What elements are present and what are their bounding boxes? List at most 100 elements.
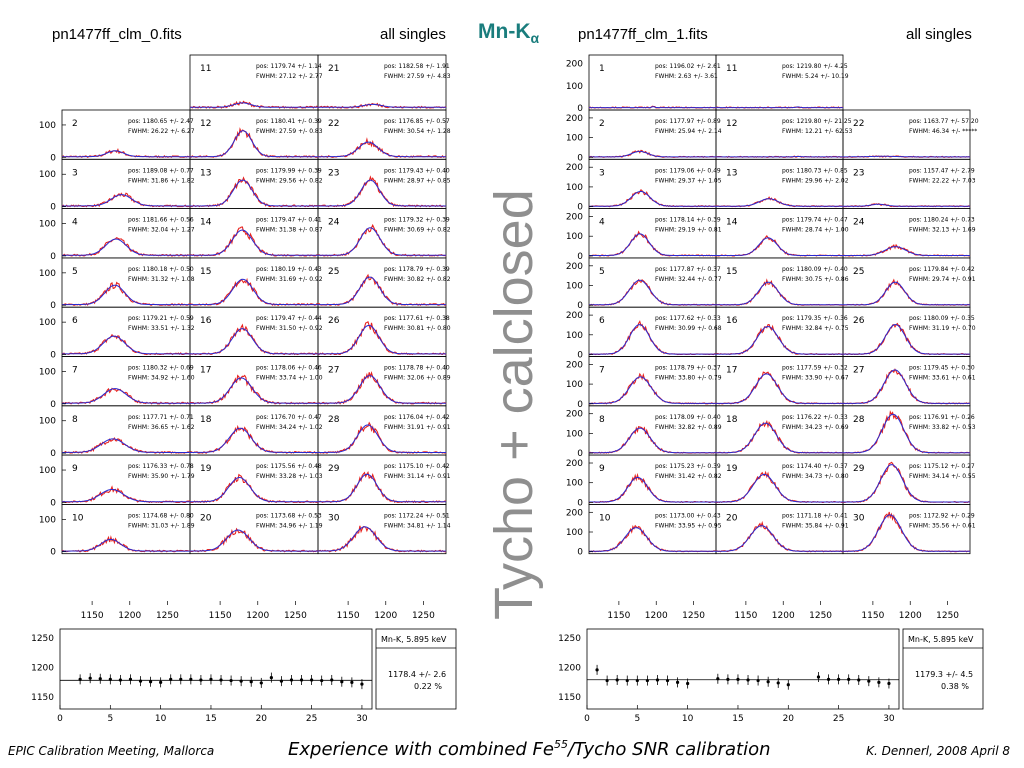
chart1-panel-20-pos: pos: 1173.68 +/- 0.53 xyxy=(256,512,322,519)
chart1-panel-10-pos: pos: 1174.68 +/- 0.80 xyxy=(128,512,194,519)
chart1-subtitle: all singles xyxy=(380,26,446,43)
chart2-panel-29-pos: pos: 1175.12 +/- 0.27 xyxy=(909,463,975,470)
chart1-panel-30-id: 30 xyxy=(328,513,340,523)
chart2-ytick-label: 0 xyxy=(577,449,583,459)
chart1-panel-27-id: 27 xyxy=(328,366,339,376)
chart1-panel-19-fit xyxy=(190,477,318,503)
chart1-panel-11-fwhm: FWHM: 27.12 +/- 2.77 xyxy=(256,73,323,80)
chart2-panel-25-id: 25 xyxy=(853,267,864,277)
chart2-panel-5-id: 5 xyxy=(599,267,605,277)
chart1-panel-21-fwhm: FWHM: 27.59 +/- 4.83 xyxy=(384,73,451,80)
chart1-summary-point xyxy=(118,678,122,682)
chart2-panel-3-fit xyxy=(589,190,716,207)
chart1-summary-xtick-label: 0 xyxy=(57,714,63,724)
chart1-panel-25-fwhm: FWHM: 30.82 +/- 0.82 xyxy=(384,276,451,283)
chart1-summary-frame xyxy=(59,628,373,710)
chart1-summary-point xyxy=(128,677,133,681)
chart2-panel-17-fwhm: FWHM: 33.90 +/- 0.67 xyxy=(782,375,849,382)
chart1-xtick-label: 1250 xyxy=(284,611,307,621)
footer-right: K. Dennerl, 2008 April 8 xyxy=(866,744,1010,758)
chart1-ytick-label: 100 xyxy=(39,367,56,377)
chart2-panel-24-fit xyxy=(843,246,970,256)
chart2-panel-16-pos: pos: 1179.35 +/- 0.36 xyxy=(782,315,848,322)
chart2-panel-10-fwhm: FWHM: 33.95 +/- 0.95 xyxy=(655,522,722,529)
chart2-panel-28-pos: pos: 1176.91 +/- 0.26 xyxy=(909,414,975,421)
chart1-panel-13-fwhm: FWHM: 29.56 +/- 0.82 xyxy=(256,177,323,184)
footer-center-post: /Tycho SNR calibration xyxy=(567,739,771,760)
chart2-ytick-label: 100 xyxy=(566,183,583,193)
chart2-panel-22-fwhm: FWHM: 46.34 +/- ***** xyxy=(909,128,977,135)
chart2-summary-point xyxy=(837,677,841,681)
chart1-ytick-label: 0 xyxy=(50,301,56,311)
chart1-summary-percent: 0.22 % xyxy=(414,682,442,691)
chart2-panel-2-id: 2 xyxy=(599,119,605,129)
chart2-xtick-label: 1200 xyxy=(772,611,795,621)
chart2-panel-14-fwhm: FWHM: 28.74 +/- 1.00 xyxy=(782,227,849,234)
chart2-panel-22-id: 22 xyxy=(853,119,864,129)
chart2-summary-point xyxy=(776,681,780,685)
chart1-panel-27-fit xyxy=(318,375,446,404)
chart1-panel-4-histogram xyxy=(61,237,191,257)
chart2-ytick-label: 200 xyxy=(566,410,583,420)
chart1-panel-16-fit xyxy=(190,328,318,355)
chart1-panel-3-fwhm: FWHM: 31.86 +/- 1.82 xyxy=(128,177,195,184)
chart1-panel-4-fwhm: FWHM: 32.04 +/- 1.27 xyxy=(128,227,195,234)
chart1-panel-24-fwhm: FWHM: 30.69 +/- 0.82 xyxy=(384,227,451,234)
chart1-panel-20-id: 20 xyxy=(200,513,212,523)
chart1-summary-xtick-label: 20 xyxy=(256,714,268,724)
chart1-ytick-label: 0 xyxy=(50,498,56,508)
chart2-summary-ytick-label: 1200 xyxy=(558,664,581,674)
chart1-summary-point xyxy=(189,677,193,681)
chart2-summary-frame xyxy=(586,628,900,710)
chart1-summary-point xyxy=(78,677,82,681)
chart1-panel-9-fwhm: FWHM: 35.90 +/- 1.79 xyxy=(128,473,195,480)
chart2-panel-20-fwhm: FWHM: 35.84 +/- 0.91 xyxy=(782,522,849,529)
chart2-panel-5-pos: pos: 1177.87 +/- 0.37 xyxy=(655,266,721,273)
chart1-summary-value: 1178.4 +/- 2.6 xyxy=(388,670,446,679)
chart2-panel-15-fwhm: FWHM: 30.75 +/- 0.86 xyxy=(782,276,849,283)
chart1-panel-8-fwhm: FWHM: 36.65 +/- 1.62 xyxy=(128,424,195,431)
chart1-panel-24-fit xyxy=(318,227,446,256)
chart2-panel-11-fwhm: FWHM: 5.24 +/- 10.19 xyxy=(782,73,849,80)
chart1-panel-19-fwhm: FWHM: 33.28 +/- 1.03 xyxy=(256,473,323,480)
chart2-xtick-label: 1250 xyxy=(936,611,959,621)
chart2-panel-20-id: 20 xyxy=(726,513,738,523)
chart2-panel-25-pos: pos: 1179.84 +/- 0.42 xyxy=(909,266,975,273)
chart1-panel-5-id: 5 xyxy=(72,267,78,277)
chart2-ytick-label: 200 xyxy=(566,508,583,518)
chart1-panel-11-fit xyxy=(190,102,318,108)
chart2-summary-xtick-label: 10 xyxy=(682,714,694,724)
chart1-panel-7-histogram xyxy=(61,387,191,405)
chart1-summary-point xyxy=(299,678,304,682)
chart2-panel-2-pos: pos: 1177.97 +/- 0.89 xyxy=(655,118,721,125)
chart1-panel-28-fwhm: FWHM: 31.91 +/- 0.91 xyxy=(384,424,451,431)
chart2-ytick-label: 200 xyxy=(566,262,583,272)
chart2-summary-xtick-label: 30 xyxy=(883,714,895,724)
chart2-panel-26-fit xyxy=(843,324,970,355)
chart1-panel-17-pos: pos: 1178.06 +/- 0.46 xyxy=(256,365,322,372)
chart1-title: pn1477ff_clm_0.fits xyxy=(52,26,182,43)
chart1-panel-13-pos: pos: 1179.99 +/- 0.39 xyxy=(256,167,322,174)
chart2-panel-12-fwhm: FWHM: 12.21 +/- 62.53 xyxy=(782,128,853,135)
chart1-panel-9-pos: pos: 1176.33 +/- 0.78 xyxy=(128,463,194,470)
chart1-summary-xtick-label: 25 xyxy=(306,714,317,724)
chart2-panel-26-fwhm: FWHM: 31.19 +/- 0.70 xyxy=(909,325,976,332)
chart2-panel-24-fwhm: FWHM: 32.13 +/- 1.69 xyxy=(909,227,976,234)
chart2-xtick-label: 1150 xyxy=(734,611,757,621)
chart2-panel-4-histogram xyxy=(588,230,717,257)
chart1-ytick-label: 100 xyxy=(39,121,56,131)
chart2-panel-19-pos: pos: 1174.40 +/- 0.37 xyxy=(782,463,848,470)
chart2-panel-6-fwhm: FWHM: 30.99 +/- 0.68 xyxy=(655,325,722,332)
chart2-panel-13-fwhm: FWHM: 29.96 +/- 2.02 xyxy=(782,177,849,184)
chart1-summary-point xyxy=(219,678,223,682)
chart1-panel-28-fit xyxy=(318,424,446,453)
chart2-panel-30-fit xyxy=(843,514,970,552)
chart1-panel-18-fwhm: FWHM: 34.24 +/- 1.02 xyxy=(256,424,323,431)
chart2-summary-point xyxy=(786,683,790,687)
chart1-summary-label-frame xyxy=(375,628,457,710)
chart1-panel-30-histogram xyxy=(317,525,446,553)
chart1-panel-8-pos: pos: 1177.71 +/- 0.71 xyxy=(128,414,194,421)
chart2-ytick-label: 0 xyxy=(577,153,583,163)
chart1-panel-29-fit xyxy=(318,473,446,503)
